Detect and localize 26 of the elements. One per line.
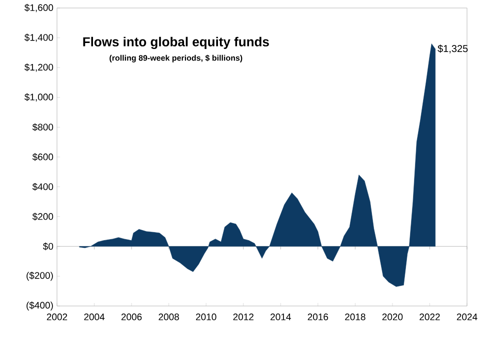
x-tick-label: 2024 [456,314,478,320]
y-tick-label: $0 [43,242,54,250]
x-tick-label: 2010 [196,314,216,320]
x-tick-label: 2002 [46,314,68,320]
y-tick-label: ($200) [26,272,53,281]
text: Flows into global equity funds [83,36,269,50]
text: (rolling 89-week periods, $ billions) [110,54,242,62]
y-tick-label: $1,200 [24,63,54,72]
x-tick-label: 2018 [345,314,366,320]
x-tick-label: 2006 [121,314,142,320]
y-tick-label: $1,400 [24,34,54,42]
annotation: $1,325 [438,44,468,54]
y-tick-label: $800 [32,123,54,132]
x-tick-label: 2014 [270,314,291,320]
y-tick-label: ($400) [26,301,53,310]
x-tick-label: 2012 [233,314,254,320]
x-tick-label: 2022 [420,314,440,320]
x-tick-label: 2004 [84,314,105,320]
y-tick-label: $200 [32,212,54,220]
x-tick-label: 2016 [308,314,328,320]
x-tick-label: 2020 [382,314,403,320]
y-tick-label: $1,000 [24,93,54,102]
y-tick-label: $600 [32,153,54,161]
x-tick-label: 2008 [158,314,179,320]
y-tick-label: $400 [32,182,54,191]
y-tick-label: $1,600 [24,4,54,12]
